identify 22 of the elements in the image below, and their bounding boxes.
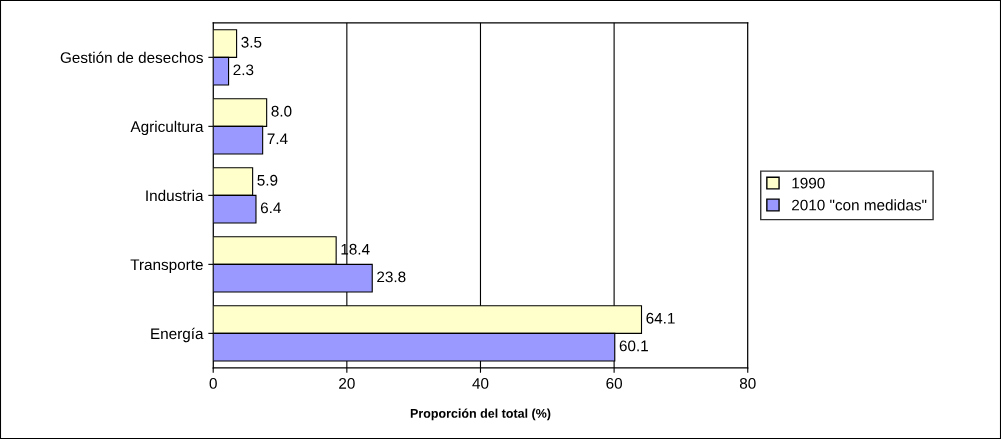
x-tick-label: 80: [739, 378, 756, 389]
data-label: 3.5: [241, 36, 262, 48]
x-tick-label: 60: [606, 378, 623, 389]
data-label: 60.1: [619, 340, 648, 352]
data-label: 7.4: [267, 133, 288, 145]
y-tick-label: Industria: [146, 189, 204, 202]
x-tick-label: 0: [209, 378, 217, 389]
x-axis-title: Proporción del total (%): [410, 408, 551, 421]
data-label: 6.4: [260, 202, 281, 214]
data-label: 8.0: [271, 105, 292, 117]
data-label: 5.9: [257, 174, 278, 186]
data-label: 23.8: [377, 271, 406, 283]
x-tick-label: 40: [472, 378, 489, 389]
y-tick-label: Transporte: [130, 259, 203, 274]
x-tick-label: 20: [339, 378, 355, 389]
legend-label: 2010 "con medidas": [792, 199, 927, 211]
data-label: 64.1: [646, 312, 675, 324]
y-tick-label: Gestión de desechos: [60, 51, 203, 64]
y-tick-label: Energía: [151, 327, 204, 343]
y-tick-label: Agricultura: [130, 120, 204, 136]
data-label: 2.3: [233, 64, 254, 76]
legend-label: 1990: [792, 177, 825, 189]
